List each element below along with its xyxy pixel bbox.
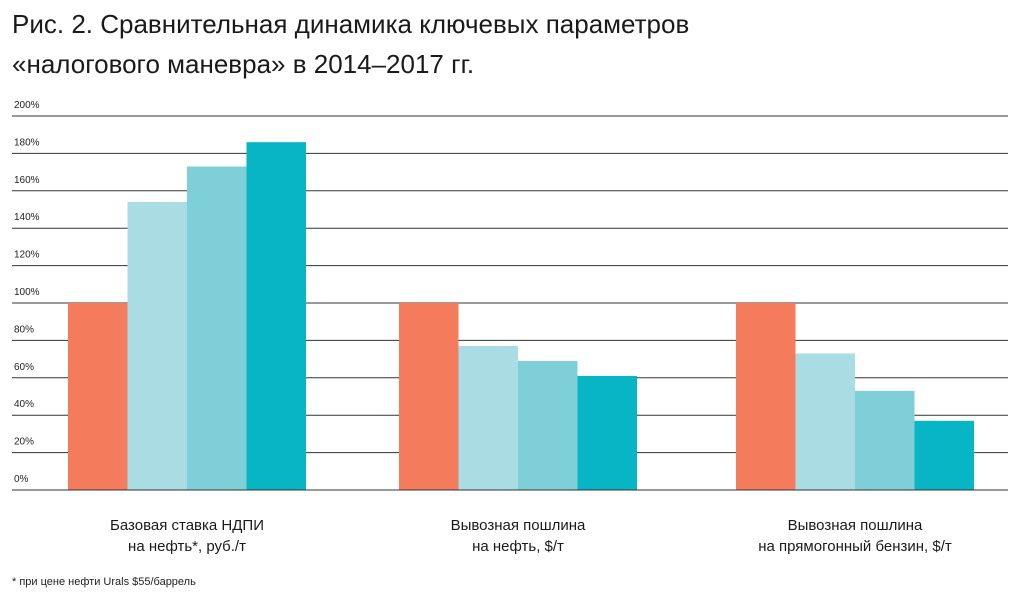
category-label: Вывозная пошлина: [451, 517, 586, 534]
y-tick-label: 200%: [14, 100, 40, 111]
y-tick-label: 20%: [14, 437, 34, 448]
y-tick-label: 180%: [14, 137, 40, 148]
bar-series-3-group-1: [187, 166, 247, 491]
bar-series-4-group-1: [246, 142, 306, 490]
category-label: на нефть, $/т: [472, 538, 564, 555]
bar-series-1-group-3: [736, 303, 796, 490]
bar-series-2-group-2: [458, 346, 518, 490]
y-tick-label: 160%: [14, 175, 40, 186]
bar-series-2-group-1: [127, 202, 187, 490]
y-tick-label: 0%: [14, 474, 29, 485]
y-tick-label: 120%: [14, 250, 40, 261]
y-tick-label: 80%: [14, 324, 34, 335]
footnote: * при цене нефти Urals $55/баррель: [12, 576, 196, 588]
bar-series-1-group-1: [68, 303, 128, 490]
category-label: Базовая ставка НДПИ: [110, 517, 264, 534]
chart-title-line-2: «налогового маневра» в 2014–2017 гг.: [12, 49, 475, 79]
bar-series-3-group-3: [855, 390, 915, 490]
category-label: на нефть*, руб./т: [128, 538, 246, 555]
y-tick-label: 60%: [14, 362, 34, 373]
y-tick-label: 100%: [14, 287, 40, 298]
bar-series-2-group-3: [795, 353, 855, 490]
bar-series-4-group-2: [577, 375, 637, 490]
bar-series-4-group-3: [914, 420, 974, 490]
bar-series-3-group-2: [518, 360, 578, 490]
category-label: на прямогонный бензин, $/т: [758, 538, 952, 555]
y-tick-label: 40%: [14, 399, 34, 410]
y-tick-label: 140%: [14, 212, 40, 223]
chart-title: Рис. 2. Сравнительная динамика ключевых …: [12, 4, 1012, 84]
chart-title-line-1: Рис. 2. Сравнительная динамика ключевых …: [12, 9, 690, 39]
bar-series-1-group-2: [399, 303, 459, 490]
category-label: Вывозная пошлина: [788, 517, 923, 534]
